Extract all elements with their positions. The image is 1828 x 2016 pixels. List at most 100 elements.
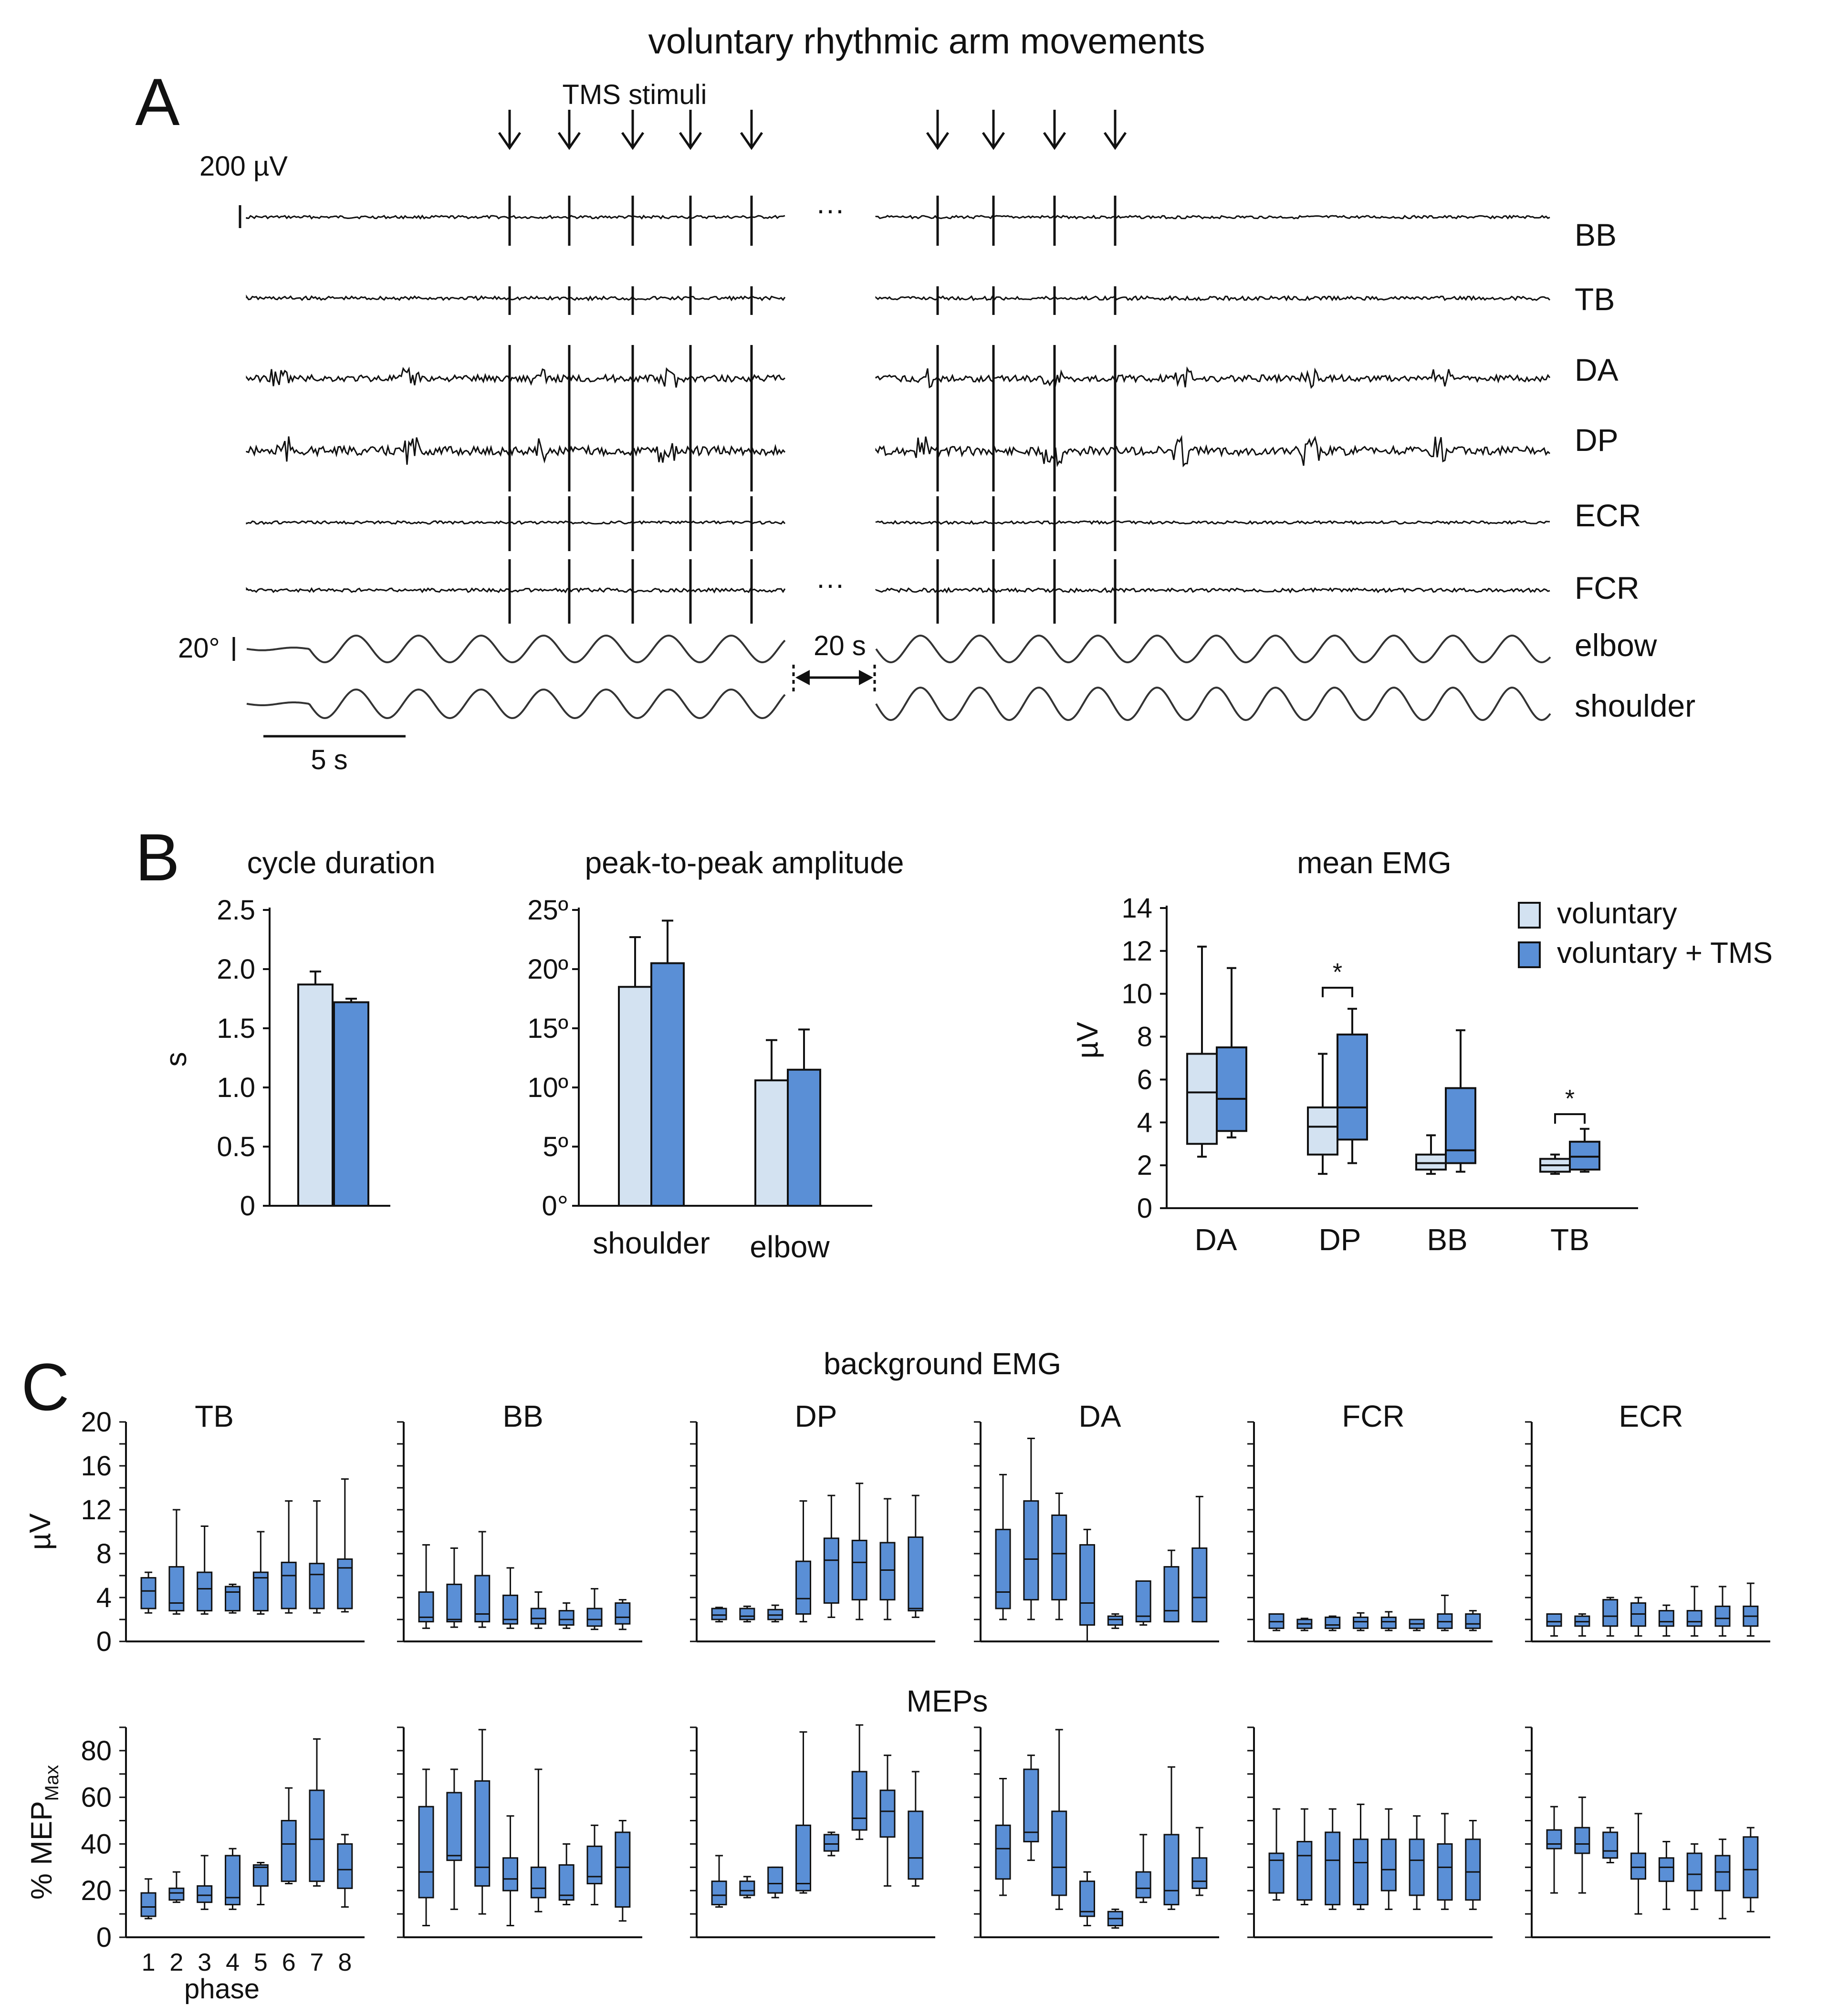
- box-phase-7: [586, 1824, 603, 1906]
- box-body: [1307, 1106, 1338, 1156]
- box-phase-8: [615, 1599, 631, 1630]
- x-category-elbow: elbow: [750, 1230, 830, 1264]
- box-phase-7: [586, 1588, 603, 1630]
- emg-trace-ecr: [246, 520, 786, 525]
- box-phase-8: [908, 1494, 924, 1618]
- box-body: [530, 1866, 546, 1899]
- emg-trace-bb: [875, 214, 1550, 219]
- box-body: [1686, 1852, 1703, 1891]
- box-phase-6: [1409, 1815, 1425, 1910]
- box-phase-3: [474, 1729, 491, 1915]
- tms-arrow-head: [982, 132, 1005, 150]
- box-body: [795, 1560, 812, 1615]
- box-phase-6: [851, 1724, 867, 1840]
- tms-arrow-head: [498, 132, 522, 150]
- y-axis-label: µV: [1071, 1022, 1104, 1059]
- box-phase-2: [1296, 1808, 1313, 1906]
- ellipsis-bottom: ···: [816, 568, 845, 600]
- box-body: [1023, 1500, 1039, 1601]
- box-phase-7: [309, 1500, 325, 1614]
- box-tb-tms: [1569, 1128, 1600, 1173]
- box-phase-3: [1602, 1597, 1619, 1637]
- x-tick-label: 3: [198, 1949, 211, 1976]
- y-tick-label: 10: [1121, 979, 1152, 1010]
- y-tick-label: 20: [81, 1407, 112, 1438]
- x-tick-label: 8: [338, 1949, 352, 1976]
- box-body: [1268, 1852, 1285, 1894]
- channel-label-tb: TB: [1575, 282, 1615, 317]
- box-da-tms: [1216, 967, 1247, 1139]
- bg-panel-bb: BB: [397, 1399, 642, 1642]
- box-body: [197, 1885, 213, 1903]
- tms-arrow-head: [1043, 132, 1066, 150]
- box-body: [1546, 1613, 1562, 1627]
- box-body: [252, 1571, 269, 1612]
- channel-label-elbow: elbow: [1575, 627, 1657, 663]
- x-category-da: DA: [1195, 1222, 1237, 1257]
- legend-swatch-tms: [1518, 941, 1541, 968]
- box-bb-voluntary: [1415, 1134, 1447, 1175]
- significance-bracket: [1322, 987, 1353, 997]
- mep-y-axis-label-sub: Max: [42, 1765, 63, 1801]
- box-body: [1079, 1880, 1096, 1917]
- y-tick-label: 1.0: [217, 1072, 255, 1103]
- box-body: [1743, 1836, 1759, 1899]
- figure-title: voluntary rhythmic arm movements: [648, 21, 1205, 61]
- box-body: [1296, 1841, 1313, 1901]
- bg-panel-tb: TB 20 16 12 8 4 0: [81, 1399, 365, 1657]
- box-body: [711, 1880, 727, 1906]
- emg-trace-ecr: [875, 520, 1550, 525]
- box-phase-1: [711, 1607, 727, 1623]
- shoulder-trace: [246, 688, 786, 720]
- chart-mean-emg: mean EMG 14 12 10 8 6 4 2 0 µV * * DA DP BB TB voluntary…: [1071, 846, 1773, 1257]
- box-phase-3: [767, 1866, 783, 1899]
- box-dp-voluntary: [1307, 1053, 1338, 1175]
- box-phase-8: [1465, 1610, 1481, 1631]
- box-body: [586, 1845, 603, 1885]
- box-dp-tms: [1337, 1008, 1368, 1164]
- y-tick-label: 12: [1121, 936, 1152, 967]
- y-tick-label: 2.0: [217, 954, 255, 985]
- box-phase-7: [1437, 1594, 1453, 1631]
- y-tick-label: 80: [81, 1735, 112, 1766]
- box-body: [1051, 1810, 1067, 1896]
- box-phase-4: [1630, 1597, 1647, 1637]
- box-phase-5: [1107, 1908, 1123, 1929]
- panel-letter-c: C: [21, 1349, 69, 1424]
- box-body: [1163, 1566, 1180, 1623]
- bg-panel-da: DA: [974, 1399, 1219, 1642]
- bg-panel-dp: DP: [690, 1399, 935, 1642]
- tms-arrow: [982, 110, 1005, 150]
- box-body: [1380, 1616, 1397, 1629]
- box-phase-8: [337, 1478, 353, 1613]
- box-phase-3: [1051, 1493, 1067, 1620]
- box-phase-1: [140, 1571, 157, 1614]
- box-phase-7: [1714, 1586, 1731, 1637]
- chart-title-amplitude: peak-to-peak amplitude: [585, 846, 904, 880]
- box-body: [309, 1563, 325, 1609]
- mep-panel-fcr: [1247, 1726, 1493, 1938]
- y-tick-label: 14: [1121, 893, 1152, 924]
- box-phase-3: [474, 1531, 491, 1628]
- box-phase-5: [823, 1831, 839, 1857]
- box-phase-8: [1191, 1827, 1208, 1896]
- box-body: [225, 1586, 241, 1612]
- chart-title-mean-emg: mean EMG: [1297, 846, 1452, 880]
- box-phase-6: [558, 1602, 575, 1629]
- x-category-tb: TB: [1550, 1222, 1589, 1257]
- box-phase-6: [558, 1843, 575, 1906]
- elbow-trace: [875, 634, 1551, 664]
- box-phase-5: [1107, 1613, 1123, 1629]
- box-phase-7: [1163, 1549, 1180, 1623]
- box-body: [225, 1855, 241, 1906]
- tms-arrow-head: [621, 132, 645, 150]
- y-tick-label: 12: [81, 1494, 112, 1525]
- mep-panel-dp: [690, 1724, 935, 1938]
- box-body: [711, 1608, 727, 1620]
- tms-arrow: [1103, 110, 1127, 150]
- box-body: [1465, 1613, 1481, 1629]
- box-body: [1602, 1599, 1619, 1627]
- box-phase-4: [795, 1731, 812, 1894]
- box-phase-2: [168, 1871, 185, 1903]
- box-phase-2: [446, 1547, 462, 1628]
